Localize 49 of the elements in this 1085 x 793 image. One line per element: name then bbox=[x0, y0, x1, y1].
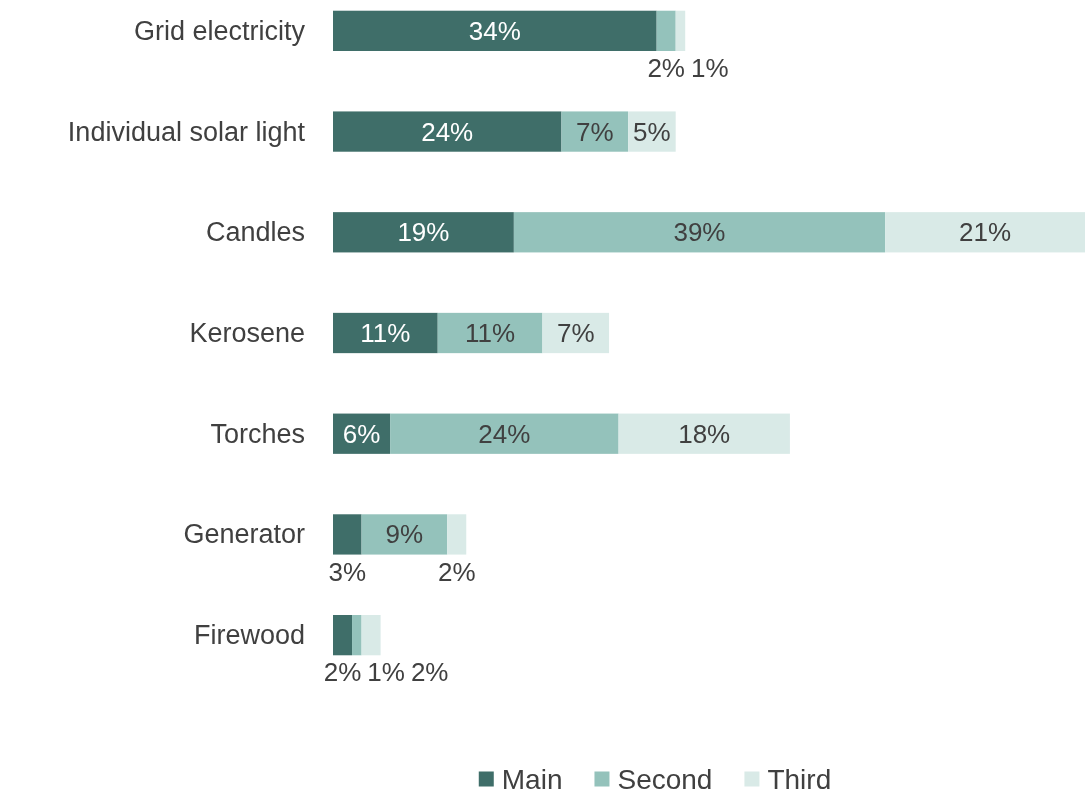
data-label: 1% bbox=[367, 657, 405, 688]
data-label: 34% bbox=[468, 15, 521, 46]
bar bbox=[390, 413, 619, 454]
data-label: 2% bbox=[647, 53, 685, 83]
bar bbox=[513, 212, 886, 253]
bar bbox=[361, 615, 381, 656]
legend-label: Third bbox=[767, 763, 832, 793]
bar bbox=[352, 615, 362, 656]
bar bbox=[333, 312, 438, 354]
legend-label: Second bbox=[617, 763, 713, 793]
y-tick-label: Torches bbox=[210, 418, 305, 449]
data-label: 2% bbox=[437, 556, 476, 587]
data-label: 18% bbox=[678, 418, 731, 449]
data-label: 24% bbox=[421, 116, 474, 147]
y-tick-label: Grid electricity bbox=[133, 15, 306, 46]
y-tick-label: Individual solar light bbox=[67, 116, 306, 147]
data-label: 2% bbox=[410, 657, 449, 688]
data-label: 1% bbox=[690, 53, 729, 83]
data-label: 5% bbox=[633, 116, 671, 147]
bar bbox=[675, 10, 686, 51]
data-label: 7% bbox=[556, 318, 595, 348]
data-label: 24% bbox=[478, 418, 531, 449]
bar bbox=[561, 111, 629, 152]
y-tick-label: Candles bbox=[205, 217, 305, 248]
bar bbox=[333, 514, 362, 555]
data-label: 19% bbox=[397, 217, 450, 248]
bar bbox=[618, 413, 790, 454]
y-tick-label: Kerosene bbox=[189, 318, 305, 348]
data-label: 6% bbox=[342, 418, 381, 449]
bar bbox=[333, 212, 514, 253]
data-label: 3% bbox=[328, 556, 367, 587]
bar bbox=[885, 212, 1085, 253]
data-label: 21% bbox=[959, 217, 1012, 248]
data-label: 7% bbox=[575, 116, 614, 147]
data-label: 2% bbox=[323, 657, 362, 688]
y-tick-label: Generator bbox=[183, 519, 305, 550]
bar bbox=[333, 10, 657, 51]
bar bbox=[333, 615, 353, 656]
data-label: 11% bbox=[465, 318, 516, 348]
y-tick-label: Firewood bbox=[193, 620, 305, 651]
data-label: 9% bbox=[385, 519, 424, 550]
bar bbox=[447, 514, 467, 555]
bar bbox=[437, 312, 543, 354]
data-label: 39% bbox=[673, 217, 726, 248]
bar bbox=[333, 111, 562, 152]
legend-label: Main bbox=[501, 763, 563, 793]
bar bbox=[361, 514, 448, 555]
data-label: 11% bbox=[360, 318, 411, 348]
bar bbox=[656, 10, 676, 51]
